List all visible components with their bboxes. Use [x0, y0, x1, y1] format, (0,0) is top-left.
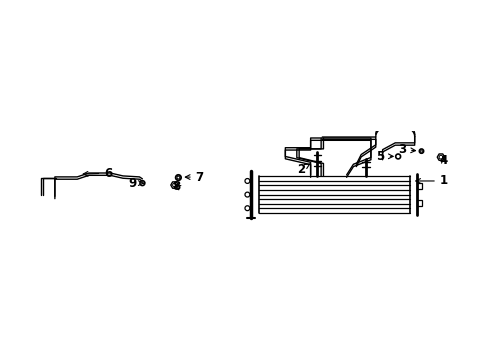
- Text: 1: 1: [415, 175, 447, 188]
- Text: 6: 6: [83, 167, 112, 180]
- Text: 9: 9: [128, 177, 143, 190]
- Text: 4: 4: [439, 154, 447, 167]
- Text: 7: 7: [185, 171, 203, 184]
- Text: 5: 5: [376, 150, 392, 163]
- Bar: [416, 183, 422, 189]
- Text: 8: 8: [172, 180, 181, 193]
- Bar: [416, 201, 422, 206]
- Text: 3: 3: [397, 143, 415, 156]
- Text: 2: 2: [296, 163, 309, 176]
